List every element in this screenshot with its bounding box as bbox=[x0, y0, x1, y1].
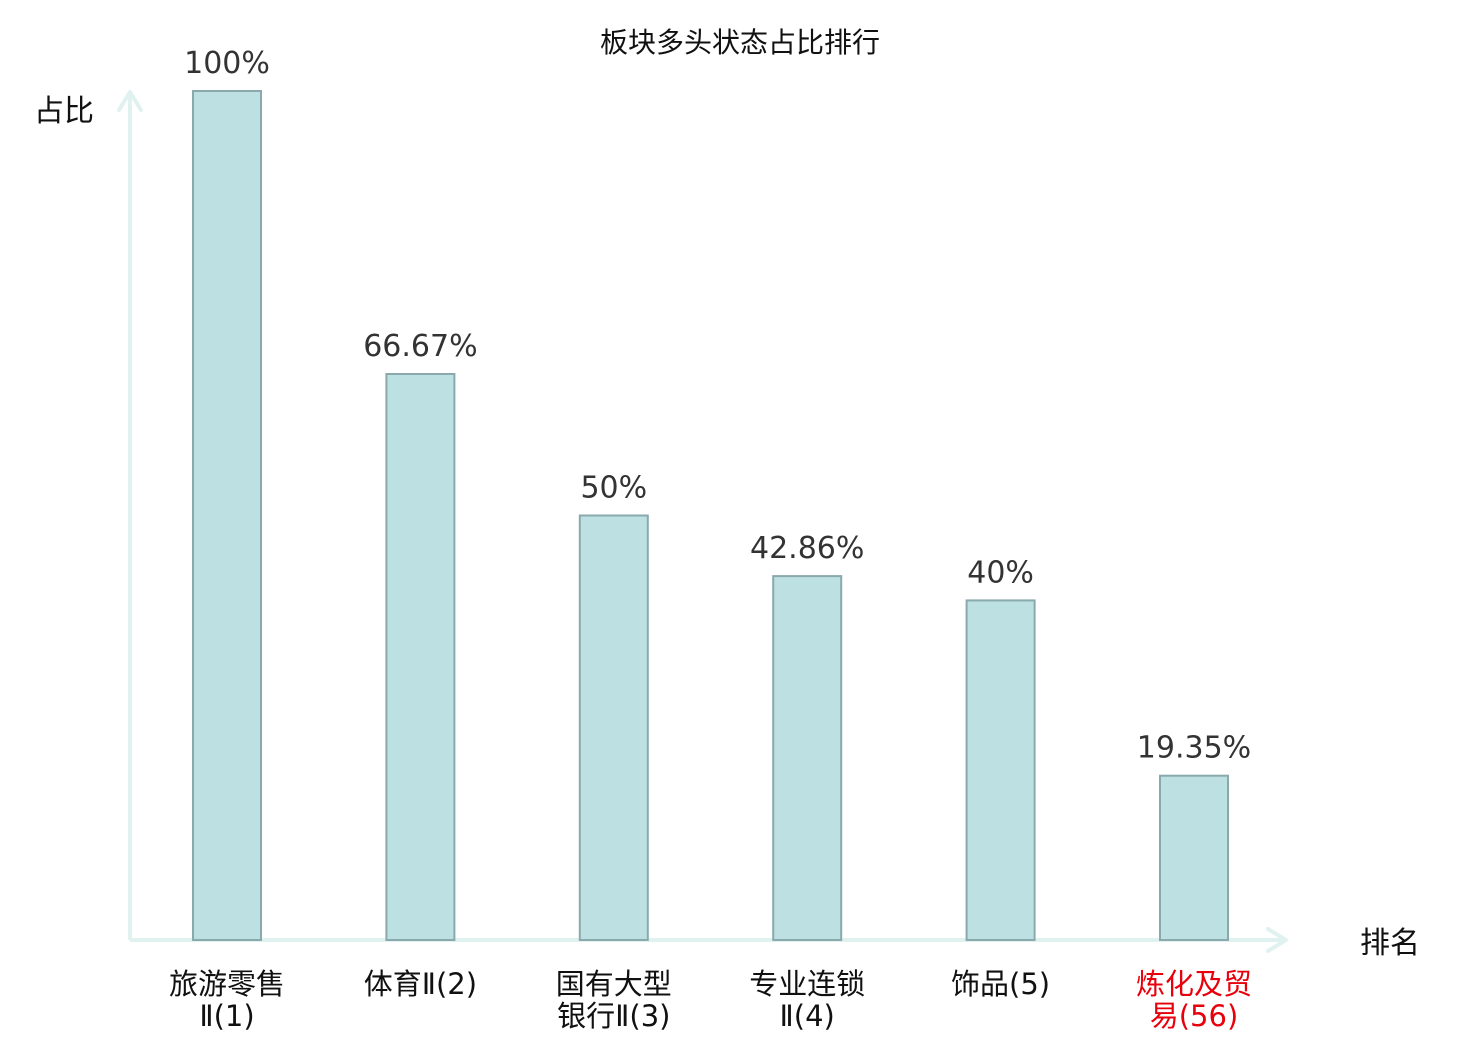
bar-series bbox=[192, 90, 1229, 942]
value-label-4: 42.86% bbox=[750, 531, 864, 566]
bar-4 bbox=[772, 575, 843, 941]
value-label-2: 66.67% bbox=[363, 329, 477, 364]
value-label-3: 50% bbox=[580, 471, 647, 506]
x-tick-label-2: 体育Ⅱ(2) bbox=[364, 967, 477, 1001]
y-axis bbox=[117, 90, 143, 940]
value-label-6: 19.35% bbox=[1137, 731, 1251, 766]
y-axis-label: 占比 bbox=[34, 94, 94, 129]
x-tick-label-6: 炼化及贸易(56) bbox=[1136, 967, 1252, 1033]
chart-title: 板块多头状态占比排行 bbox=[600, 26, 880, 59]
x-tick-label-4: 专业连锁 Ⅱ(4) bbox=[749, 967, 865, 1033]
category-labels: 旅游零售 Ⅱ(1) 体育Ⅱ(2) 国有大型银行Ⅱ(3) 专业连锁 Ⅱ(4) 饰品(5) 炼化及… bbox=[169, 967, 1252, 1033]
value-labels: 100% 66.67% 50% 42.86% 40% 19.35% bbox=[184, 46, 1251, 766]
x-tick-label-5: 饰品(5) bbox=[951, 967, 1050, 1001]
bar-3 bbox=[578, 514, 649, 941]
value-label-1: 100% bbox=[184, 46, 270, 81]
x-tick-label-1: 旅游零售 Ⅱ(1) bbox=[169, 967, 285, 1033]
bar-2 bbox=[385, 373, 456, 941]
bar-1 bbox=[192, 90, 262, 941]
bar-5 bbox=[965, 599, 1036, 942]
x-axis-label: 排名 bbox=[1360, 926, 1420, 961]
bar-6 bbox=[1159, 774, 1229, 942]
x-tick-label-3: 国有大型银行Ⅱ(3) bbox=[556, 967, 672, 1033]
x-axis bbox=[130, 927, 1288, 953]
value-label-5: 40% bbox=[967, 555, 1034, 590]
